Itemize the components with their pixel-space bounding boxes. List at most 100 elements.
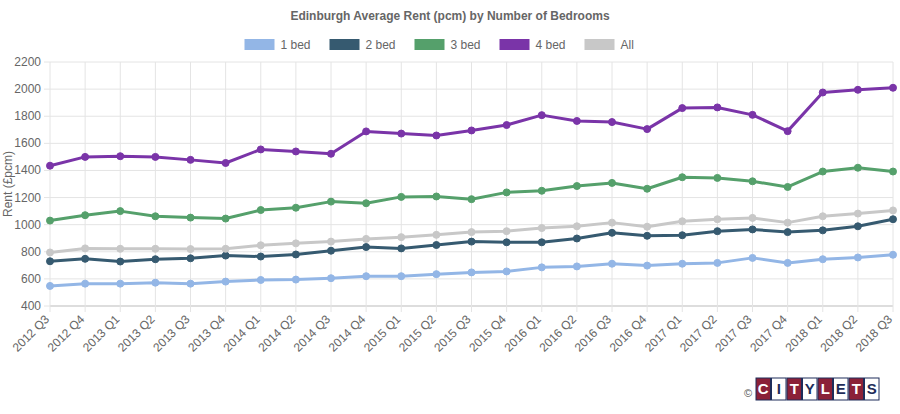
logo-box: [772, 378, 787, 400]
logo-box: [756, 378, 771, 400]
series-point: [117, 153, 124, 160]
series-point: [47, 162, 54, 169]
series-point: [468, 238, 475, 245]
series-point: [714, 259, 721, 266]
x-grid-line: [85, 62, 86, 312]
series-point: [503, 239, 510, 246]
x-tick-label: 2015 Q1: [361, 312, 404, 355]
series-point: [784, 229, 791, 236]
series-point: [117, 208, 124, 215]
series-point: [503, 268, 510, 275]
y-tick-label: 800: [21, 245, 41, 259]
series-point: [468, 196, 475, 203]
series-point: [363, 235, 370, 242]
x-tick-label: 2014 Q1: [220, 312, 263, 355]
series-point: [784, 219, 791, 226]
series-point: [819, 227, 826, 234]
x-tick-label: 2018 Q1: [782, 312, 825, 355]
series-point: [292, 148, 299, 155]
series-point: [433, 231, 440, 238]
series-point: [609, 219, 616, 226]
series-point: [363, 244, 370, 251]
series-point: [222, 252, 229, 259]
y-tick: [44, 197, 50, 198]
y-tick: [44, 62, 50, 63]
series-point: [784, 128, 791, 135]
x-tick-label: 2015 Q4: [466, 312, 509, 355]
x-grid-line: [120, 62, 121, 312]
series-point: [679, 218, 686, 225]
y-tick-label: 2200: [14, 55, 41, 69]
series-point: [292, 240, 299, 247]
logo-letter: I: [777, 380, 781, 397]
series-point: [187, 246, 194, 253]
series-point: [257, 146, 264, 153]
x-tick-label: 2018 Q2: [818, 312, 861, 355]
series-point: [679, 105, 686, 112]
x-tick-label: 2017 Q1: [642, 312, 685, 355]
series-point: [433, 132, 440, 139]
series-point: [187, 214, 194, 221]
x-grid-line: [155, 62, 156, 312]
series-point: [257, 253, 264, 260]
series-point: [82, 212, 89, 219]
series-point: [890, 216, 897, 223]
series-point: [187, 280, 194, 287]
series-line: [50, 168, 893, 221]
logo-letter: Y: [805, 380, 815, 397]
series-point: [538, 225, 545, 232]
series-point: [257, 242, 264, 249]
series-point: [573, 235, 580, 242]
series-point: [328, 247, 335, 254]
logo-box: [865, 378, 880, 400]
legend-label: All: [621, 38, 634, 52]
logo-letter: E: [836, 380, 846, 397]
series-point: [854, 86, 861, 93]
series-point: [292, 276, 299, 283]
series-point: [749, 226, 756, 233]
series-point: [714, 228, 721, 235]
series-point: [117, 258, 124, 265]
series-point: [257, 276, 264, 283]
series-point: [257, 207, 264, 214]
x-grid-line: [260, 62, 261, 312]
series-point: [328, 275, 335, 282]
series-point: [363, 128, 370, 135]
y-tick: [44, 89, 50, 90]
series-point: [573, 117, 580, 124]
logo-box: [849, 378, 864, 400]
y-tick-label: 1400: [14, 163, 41, 177]
series-point: [398, 234, 405, 241]
x-tick-label: 2012 Q3: [10, 312, 53, 355]
y-tick: [44, 116, 50, 117]
x-tick-label: 2013 Q1: [80, 312, 123, 355]
series-line: [50, 219, 893, 261]
series-point: [644, 185, 651, 192]
series-point: [609, 229, 616, 236]
series-point: [679, 174, 686, 181]
series-point: [152, 153, 159, 160]
series-point: [47, 217, 54, 224]
series-point: [222, 159, 229, 166]
series-point: [573, 263, 580, 270]
series-point: [679, 232, 686, 239]
series-point: [749, 214, 756, 221]
x-grid-line: [225, 62, 226, 312]
x-tick-label: 2014 Q2: [256, 312, 299, 355]
series: [47, 251, 897, 289]
x-tick-label: 2017 Q4: [747, 312, 790, 355]
series: [47, 216, 897, 265]
logo-letter: S: [867, 380, 877, 397]
series-point: [433, 193, 440, 200]
plot-area: [47, 84, 897, 289]
legend-swatch: [585, 39, 615, 50]
x-tick-label: 2015 Q2: [396, 312, 439, 355]
series-point: [890, 168, 897, 175]
legend-label: 3 bed: [451, 38, 481, 52]
series-point: [784, 259, 791, 266]
series-line: [50, 88, 893, 166]
series-point: [152, 256, 159, 263]
series-point: [573, 223, 580, 230]
x-tick-label: 2012 Q4: [45, 312, 88, 355]
series-point: [819, 168, 826, 175]
